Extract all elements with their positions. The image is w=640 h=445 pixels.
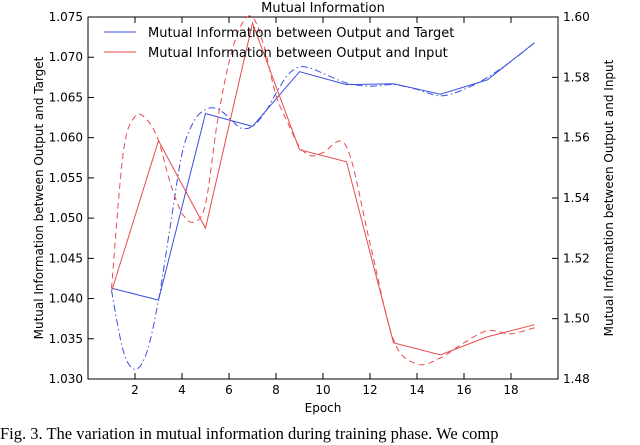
x-tick-label: 4 <box>178 383 186 397</box>
x-tick-label: 16 <box>456 383 471 397</box>
x-tick-label: 14 <box>409 383 424 397</box>
legend-label-target: Mutual Information between Output and Ta… <box>148 26 454 41</box>
right-y-tick-label: 1.58 <box>563 70 590 84</box>
legend-label-input: Mutual Information between Output and In… <box>148 46 448 61</box>
left-y-axis-label: Mutual Information between Output and Ta… <box>32 56 46 339</box>
plot-frame <box>87 16 559 380</box>
x-tick-label: 8 <box>272 383 280 397</box>
right-y-tick-label: 1.54 <box>563 191 590 205</box>
x-tick-label: 6 <box>225 383 233 397</box>
x-axis-ticks: 2 4 6 8 10 12 14 16 18 <box>131 17 519 397</box>
figure-caption: Fig. 3. The variation in mutual informat… <box>0 424 499 443</box>
right-y-axis-ticks: 1.48 1.50 1.52 1.54 1.56 1.58 1.60 <box>552 10 590 386</box>
left-y-tick-label: 1.045 <box>49 251 83 265</box>
left-y-axis-ticks: 1.030 1.035 1.040 1.045 1.050 1.055 1.060 1.065… <box>49 10 94 386</box>
left-y-tick-label: 1.040 <box>49 292 83 306</box>
left-y-tick-label: 1.035 <box>49 332 83 346</box>
right-y-tick-label: 1.48 <box>563 372 590 386</box>
x-axis-label: Epoch <box>305 401 342 415</box>
series-target-line <box>111 42 535 301</box>
mutual-information-chart: Mutual Information 2 4 6 8 10 12 14 16 18 1.0301… <box>32 1 616 415</box>
series-target-interpolated <box>111 42 535 370</box>
right-y-tick-label: 1.50 <box>563 312 590 326</box>
right-y-tick-label: 1.60 <box>563 10 590 24</box>
x-tick-label: 2 <box>131 383 139 397</box>
right-y-axis-label: Mutual Information between Output and In… <box>602 59 616 336</box>
left-y-tick-label: 1.065 <box>49 90 83 104</box>
legend: Mutual Information between Output and Ta… <box>104 26 454 61</box>
left-y-tick-label: 1.060 <box>49 131 83 145</box>
chart-title: Mutual Information <box>261 1 385 16</box>
right-y-tick-label: 1.56 <box>563 131 590 145</box>
left-y-tick-label: 1.050 <box>49 211 83 225</box>
series-input-line <box>111 21 535 356</box>
left-y-tick-label: 1.055 <box>49 171 83 185</box>
x-tick-label: 18 <box>503 383 518 397</box>
left-y-tick-label: 1.075 <box>49 10 83 24</box>
series-layer <box>111 15 535 370</box>
left-y-tick-label: 1.030 <box>49 372 83 386</box>
series-input-interpolated <box>111 15 535 366</box>
right-y-tick-label: 1.52 <box>563 251 590 265</box>
x-tick-label: 12 <box>362 383 377 397</box>
left-y-tick-label: 1.070 <box>49 50 83 64</box>
x-tick-label: 10 <box>315 383 330 397</box>
